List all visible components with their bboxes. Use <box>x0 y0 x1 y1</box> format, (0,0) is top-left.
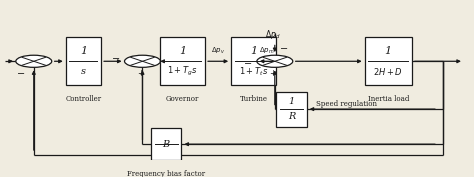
Text: 1: 1 <box>250 46 257 56</box>
Text: Controller: Controller <box>65 95 101 103</box>
Text: $1+T_g s$: $1+T_g s$ <box>167 65 198 78</box>
Text: +: + <box>137 69 144 78</box>
Text: $\Delta p_d$: $\Delta p_d$ <box>265 28 281 41</box>
Text: −: − <box>17 69 25 79</box>
Text: $\Delta p_v$: $\Delta p_v$ <box>211 46 225 56</box>
Text: Speed regulation: Speed regulation <box>316 100 377 108</box>
Text: $2H+D$: $2H+D$ <box>373 66 403 77</box>
Text: $\Delta p_m$: $\Delta p_m$ <box>259 46 274 56</box>
Text: 1: 1 <box>80 46 87 56</box>
Text: B: B <box>163 140 170 149</box>
FancyBboxPatch shape <box>276 92 307 127</box>
Text: Turbine: Turbine <box>239 95 267 103</box>
FancyBboxPatch shape <box>365 37 412 85</box>
Text: −: − <box>112 55 120 64</box>
Text: Governor: Governor <box>166 95 200 103</box>
Text: R: R <box>288 112 295 121</box>
Circle shape <box>257 55 293 67</box>
Circle shape <box>125 55 160 67</box>
Text: $1+T_t s$: $1+T_t s$ <box>239 65 268 78</box>
FancyBboxPatch shape <box>66 37 101 85</box>
Text: 1: 1 <box>288 97 294 106</box>
FancyBboxPatch shape <box>151 128 182 160</box>
Text: s: s <box>81 67 86 76</box>
Text: 1: 1 <box>179 46 186 56</box>
FancyBboxPatch shape <box>231 37 276 85</box>
Circle shape <box>16 55 52 67</box>
Text: Inertia load: Inertia load <box>367 95 409 103</box>
Text: −: − <box>244 59 252 69</box>
Text: −: − <box>280 44 288 54</box>
Text: Frequency bias factor: Frequency bias factor <box>127 170 205 177</box>
Text: 1: 1 <box>385 46 392 56</box>
Text: +: + <box>269 69 276 78</box>
FancyBboxPatch shape <box>160 37 205 85</box>
